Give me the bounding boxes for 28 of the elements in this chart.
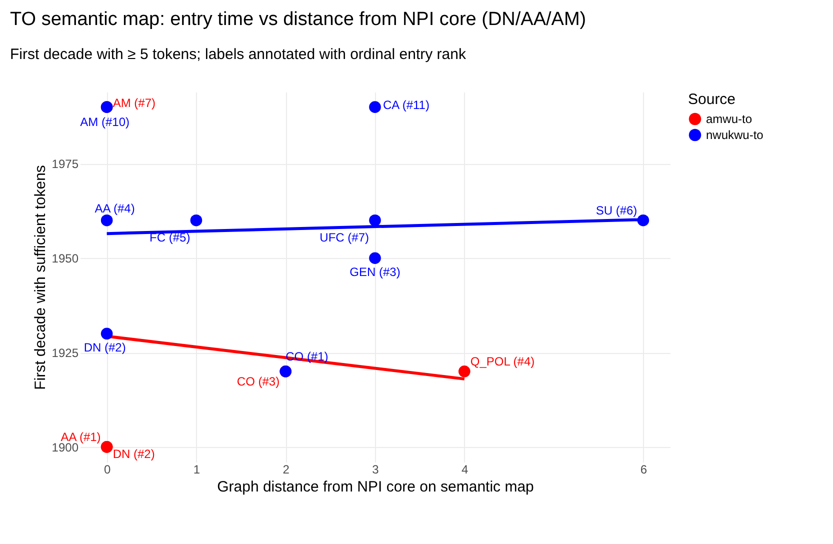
y-tick-label: 1950 xyxy=(52,252,79,266)
y-axis-title: First decade with sufficient tokens xyxy=(32,165,49,390)
annotation: GEN (#3) xyxy=(350,265,400,280)
annotation: UFC (#7) xyxy=(320,230,369,244)
x-tick-label: 6 xyxy=(640,462,648,476)
chart-subtitle: First decade with ≥ 5 tokens; labels annotated with ordinal entry rank xyxy=(10,46,466,63)
x-tick-label: 3 xyxy=(372,462,380,476)
annotation: AM (#10) xyxy=(80,115,130,130)
annotation: DN (#2) xyxy=(84,340,126,355)
annotation: AA (#4) xyxy=(94,201,135,216)
legend-label: amwu-to xyxy=(706,112,752,126)
x-axis-title: Graph distance from NPI core on semantic map xyxy=(217,478,534,496)
annotation: Q_POL (#4) xyxy=(470,354,535,368)
x-tick-label: 0 xyxy=(104,462,111,476)
x-tick-label: 1 xyxy=(193,462,200,476)
annotation: AM (#7) xyxy=(112,96,156,110)
annotation: CO (#3) xyxy=(236,374,280,388)
legend-title: Source xyxy=(688,91,736,108)
chart-title: TO semantic map: entry time vs distance from NPI core (DN/AA/AM) xyxy=(10,9,586,30)
y-tick-label: 1975 xyxy=(52,157,79,172)
annotation: DN (#2) xyxy=(112,446,155,461)
x-tick-label: 2 xyxy=(282,462,290,476)
annotation: FC (#5) xyxy=(150,230,190,244)
annotation: SU (#6) xyxy=(596,203,638,218)
x-tick-label: 4 xyxy=(462,462,469,476)
annotation: CA (#11) xyxy=(383,98,430,112)
y-tick-label: 1925 xyxy=(52,346,79,360)
legend-label: nwukwu-to xyxy=(706,128,764,142)
